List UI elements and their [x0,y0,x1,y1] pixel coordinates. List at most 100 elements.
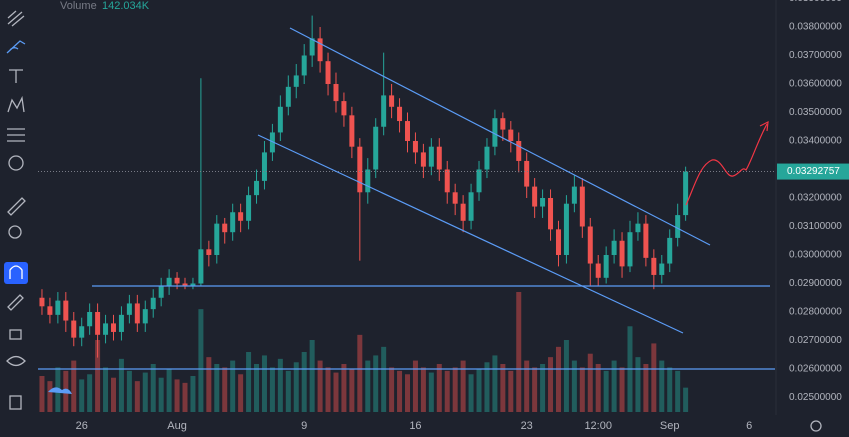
tool-text[interactable] [9,69,23,83]
volume-bar [206,357,212,412]
volume-bar [103,367,109,412]
candle-body [508,129,514,141]
candle-body [341,101,347,116]
volume-bar [254,364,260,412]
channel-lower[interactable] [257,134,684,334]
volume-bar [611,360,617,412]
tool-trash[interactable] [9,395,22,410]
tool-eye[interactable] [6,355,26,367]
volume-bar [71,360,77,412]
candle-body [150,297,156,310]
volume-bar [277,358,283,412]
x-tick-label: Aug [167,420,187,432]
candle-body [468,192,474,221]
y-tick-label: 0.02600000 [789,364,842,375]
candle-body [635,223,641,233]
volume-bar [651,343,657,412]
x-tick-label: 23 [521,420,533,432]
volume-bar [87,374,93,412]
tool-pattern[interactable] [7,95,25,113]
candle-body [373,126,379,170]
volume-bar [246,352,252,412]
volume-bar [460,360,466,412]
volume-bar [261,355,267,412]
volume-bar [659,360,665,412]
candle-body [110,323,116,332]
volume-bar [381,346,387,412]
tool-emoji[interactable] [8,155,24,171]
volume-bar [571,360,577,412]
candle-body [365,169,371,193]
volume-bar [595,364,601,412]
candle-body [95,311,101,335]
tool-pencil[interactable] [7,294,24,311]
volume-bar [675,370,681,412]
candle-body [643,223,649,258]
volume-bar [158,377,164,412]
candle-body [540,197,546,207]
volume-title: Volume [60,0,97,12]
y-tick-label: 0.02500000 [789,392,842,403]
toolbar-icons [4,10,28,410]
candle-body [595,263,601,278]
tool-brush[interactable] [6,40,26,54]
volume-bar [397,370,403,412]
candle-body [87,311,93,327]
x-tick-label: 12:00 [584,420,612,432]
channel-upper[interactable] [289,27,711,246]
last-price-box [777,163,849,180]
candle-body [166,277,172,287]
y-tick-label: 0.03500000 [789,107,842,118]
volume-bar [683,387,689,412]
candle-body [651,257,657,275]
volume-bar [500,364,506,412]
candle-body [254,180,260,196]
candle-body [492,118,498,147]
volume-bar [452,367,458,412]
candle-body [222,223,228,233]
volume-bar [563,340,569,412]
volume-bar [142,372,148,412]
volume-bar [524,360,530,412]
volume-bar [166,369,172,412]
x-tick-label: 6 [746,420,752,432]
volume-bar [516,292,522,412]
volume-bar [174,379,180,412]
tool-zoom[interactable] [8,225,22,239]
tool-lock[interactable] [9,329,22,340]
tool-magnet-active[interactable] [4,262,28,284]
volume-bar [579,367,585,412]
candle-body [309,38,315,56]
volume-bar [357,334,363,412]
volume-bar [436,364,442,412]
volume-bar [230,360,236,412]
toolbar [0,0,34,437]
volume-bar [468,374,474,412]
candle-body [126,303,132,315]
x-tick-label: 16 [409,420,421,432]
y-tick-label: 0.03700000 [789,50,842,61]
candle-body [444,169,450,193]
volume-bar [95,340,101,412]
tool-ruler[interactable] [7,197,26,216]
candle-body [397,106,403,122]
x-tick-label: Sep [660,420,680,432]
volume-value: 142.034K [102,0,150,12]
settings-icon[interactable] [810,420,822,432]
volume-bar [555,346,561,412]
tool-lines[interactable] [7,10,25,27]
volume-bar [190,376,196,412]
candle-body [405,121,410,141]
candle-body [325,61,331,84]
projection-path[interactable] [685,123,768,206]
candle-body [269,132,275,153]
tool-magnet [9,265,23,279]
volume-bar [269,367,275,412]
tool-fib[interactable] [7,128,25,142]
candle-body [71,320,77,338]
volume-bar [182,382,188,412]
y-tick-label: 0.03100000 [789,221,842,232]
candle-body [460,203,466,221]
volume-bar [444,370,450,412]
